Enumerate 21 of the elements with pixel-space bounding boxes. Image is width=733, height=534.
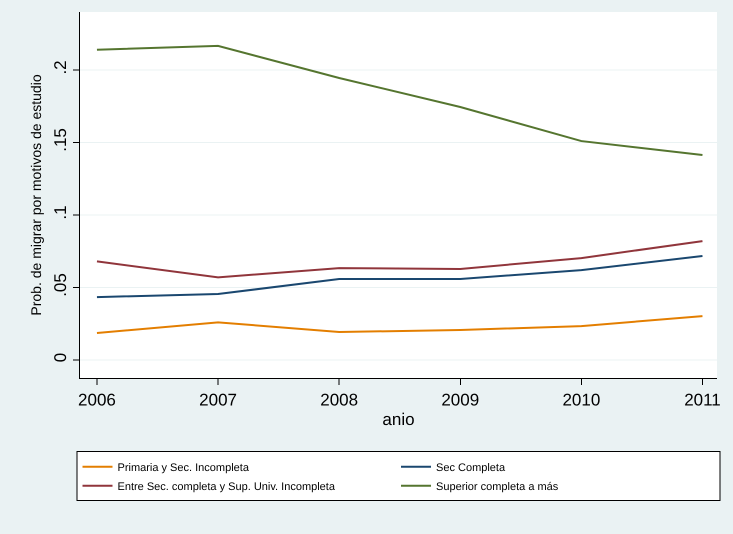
x-tick-label: 2006 xyxy=(78,390,116,410)
y-axis-title: Prob. de migrar por motivos de estudio xyxy=(28,74,44,316)
legend-label: Sec Completa xyxy=(436,462,506,474)
x-axis-title: anio xyxy=(382,410,415,429)
y-tick-label: .1 xyxy=(51,205,70,220)
line-series xyxy=(96,240,704,278)
y-tick-label: 0 xyxy=(51,352,70,362)
x-tick-label: 2011 xyxy=(684,390,721,410)
legend-label: Entre Sec. completa y Sup. Univ. Incompleta xyxy=(118,480,336,493)
line-series xyxy=(96,315,704,334)
x-tick-label: 2010 xyxy=(562,390,600,410)
y-tick-label: .05 xyxy=(51,273,70,297)
x-tick-label: 2008 xyxy=(320,390,358,410)
x-tick-label: 2007 xyxy=(199,390,237,410)
line-series xyxy=(96,44,704,156)
legend-label: Primaria y Sec. Incompleta xyxy=(118,462,250,474)
y-tick-label: .15 xyxy=(51,128,70,152)
y-tick-label: .2 xyxy=(51,60,70,75)
x-tick-label: 2009 xyxy=(441,390,480,410)
legend-label: Superior completa a más xyxy=(436,480,559,493)
line-series xyxy=(96,255,704,298)
